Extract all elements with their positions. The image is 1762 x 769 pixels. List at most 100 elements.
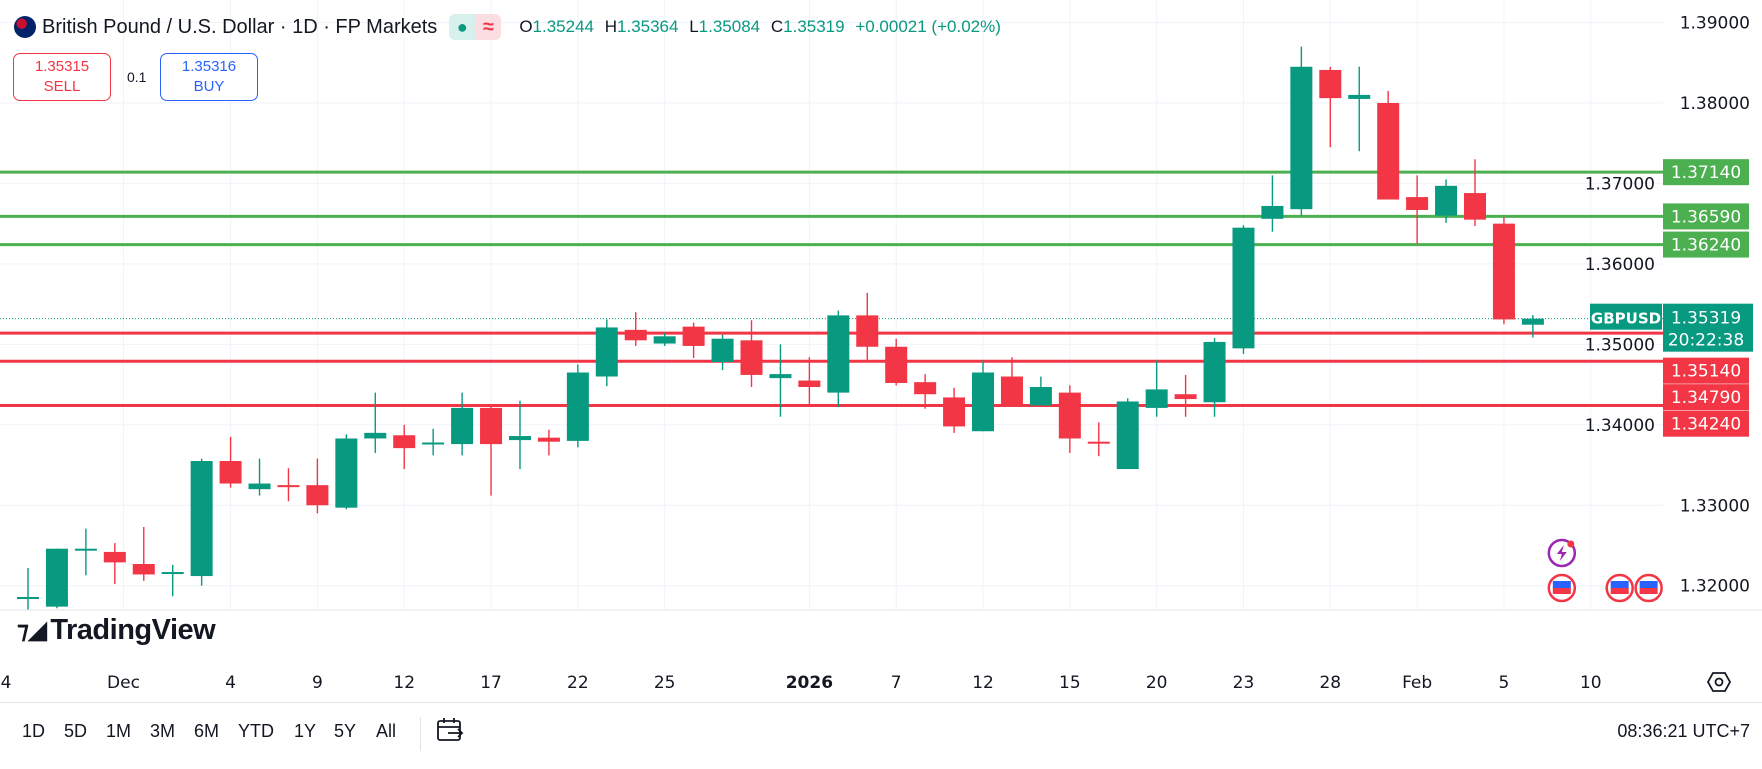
event-markers[interactable]: [1547, 538, 1663, 603]
candle-up: [74, 528, 97, 576]
support-label: 1.34240: [1671, 415, 1741, 435]
time-tick-label: 22: [567, 673, 589, 693]
flag-canton: [1639, 581, 1658, 588]
time-tick-label: 9: [312, 673, 323, 693]
us-flag-event-icon[interactable]: [1605, 573, 1634, 603]
price-tick-label: 1.35000: [1585, 335, 1655, 355]
candle-down: [914, 374, 937, 409]
us-flag-event-icon[interactable]: [1547, 573, 1577, 603]
candle-body: [914, 382, 937, 395]
flag-stripes: [1552, 588, 1571, 594]
candle-down: [1406, 175, 1429, 244]
high-label: H: [604, 17, 618, 36]
range-1m[interactable]: 1M: [106, 721, 132, 741]
event-badge: [1567, 540, 1575, 548]
low-value: 1.35084: [698, 17, 761, 36]
price-labels: 1.37140 1.36590 1.36240 1.35140 1.34790 1.342…: [1590, 159, 1753, 437]
candle-body: [798, 380, 821, 387]
lightning-event-icon[interactable]: [1547, 538, 1577, 568]
price-tick-label: 1.39000: [1680, 14, 1750, 34]
resistance-label-box: [1663, 231, 1749, 258]
resistance-label: 1.36590: [1671, 207, 1741, 227]
candle-down: [277, 468, 300, 502]
candle-body: [1435, 185, 1458, 216]
candle-body: [1348, 94, 1371, 99]
candle-body: [393, 435, 416, 449]
buy-button[interactable]: 1.35316 BUY: [160, 53, 258, 101]
time-axis[interactable]: 4 Dec 4 9 12 17 22 25 2026 7 12 15 20 23 28 Feb 5 10: [1, 673, 1602, 693]
price-axis[interactable]: 1.39000 1.38000 1.37000 1.36000 1.35000 1.340…: [1585, 14, 1750, 597]
delayed-data-icon[interactable]: ≈: [475, 14, 502, 40]
candle-down: [798, 357, 821, 406]
candle-down: [219, 436, 242, 488]
range-1y[interactable]: 1Y: [294, 721, 317, 741]
calendar-icon[interactable]: [436, 717, 464, 743]
clock[interactable]: 08:36:21 UTC+7: [1617, 721, 1750, 741]
candle-body: [595, 327, 618, 377]
candle-body: [1464, 193, 1486, 220]
time-tick-label: 10: [1580, 673, 1602, 693]
support-label: 1.34790: [1671, 388, 1741, 408]
sell-label: SELL: [43, 78, 81, 95]
countdown-label: 20:22:38: [1668, 331, 1744, 351]
candle-down: [1174, 374, 1197, 417]
candle-up: [566, 364, 589, 448]
market-open-dot-icon[interactable]: ●: [449, 14, 476, 40]
lightning-glyph: [1556, 545, 1567, 561]
axis-settings-icon[interactable]: [1706, 669, 1732, 695]
candle-body: [885, 346, 908, 383]
time-tick-label: 7: [891, 673, 902, 693]
status-indicators[interactable]: ● ≈: [449, 14, 502, 40]
candle-down: [943, 387, 966, 433]
buy-label: BUY: [193, 78, 225, 95]
candle-body: [277, 485, 300, 488]
range-5y[interactable]: 5Y: [334, 721, 357, 741]
candle-body: [132, 563, 155, 575]
time-tick-label: 23: [1233, 673, 1255, 693]
range-all[interactable]: All: [376, 721, 397, 741]
candle-down: [1492, 217, 1515, 325]
candle-body: [103, 551, 126, 563]
support-label: 1.35140: [1671, 362, 1741, 382]
time-tick-label: 12: [972, 673, 994, 693]
candle-down: [1000, 357, 1023, 406]
candle-body: [1000, 376, 1023, 406]
candle-down: [1087, 422, 1110, 457]
tradingview-logo[interactable]: ⁊◢ TradingView: [17, 614, 216, 647]
us-flag-event-icon[interactable]: [1634, 573, 1663, 603]
candle-down: [103, 543, 126, 585]
symbol-title[interactable]: British Pound / U.S. Dollar · 1D · FP Ma…: [42, 15, 438, 38]
candle-body: [1116, 401, 1139, 470]
time-tick-label: 5: [1499, 673, 1510, 693]
resistance-label: 1.36240: [1671, 236, 1741, 256]
candle-up: [769, 344, 792, 417]
open-label: O: [519, 17, 533, 36]
candle-up: [1521, 315, 1544, 338]
candle-body: [17, 596, 39, 599]
symbol-label: GBPUSD: [1591, 310, 1661, 328]
candle-body: [45, 548, 68, 607]
time-tick-label: 12: [393, 673, 415, 693]
candle-body: [422, 442, 445, 445]
candle-up: [972, 360, 995, 432]
candle-up: [364, 392, 387, 453]
quantity[interactable]: 0.1: [127, 69, 147, 85]
range-3m[interactable]: 3M: [150, 721, 176, 741]
candle-down: [682, 322, 705, 359]
symbol-label-box: [1590, 303, 1662, 330]
candle-body: [1406, 197, 1429, 210]
buy-price: 1.35316: [181, 58, 237, 75]
range-5d[interactable]: 5D: [64, 721, 88, 741]
range-6m[interactable]: 6M: [194, 721, 220, 741]
candle-up: [1435, 179, 1458, 223]
candle-down: [480, 404, 503, 496]
candle-up: [17, 568, 39, 610]
time-tick-label: 25: [654, 673, 676, 693]
range-1d[interactable]: 1D: [22, 721, 46, 741]
candle-up: [711, 334, 734, 371]
range-ytd[interactable]: YTD: [238, 721, 274, 741]
sell-button[interactable]: 1.35315 SELL: [13, 53, 111, 101]
candle-up: [45, 548, 68, 609]
time-tick-label: Dec: [107, 673, 140, 693]
